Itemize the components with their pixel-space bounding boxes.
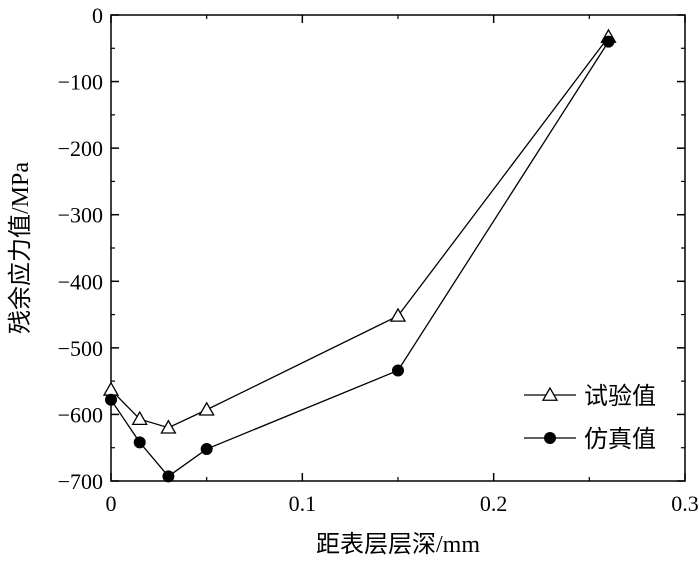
x-tick-label: 0.3 <box>671 491 699 516</box>
data-point <box>105 393 117 406</box>
legend-item: 试验值 <box>524 383 656 410</box>
y-tick-label: −500 <box>58 336 103 361</box>
legend-marker <box>541 386 559 401</box>
y-tick-label: 0 <box>92 3 103 28</box>
x-axis-label: 距表层层深/mm <box>316 531 480 558</box>
series-2 <box>105 35 615 483</box>
series-1 <box>102 28 617 434</box>
plot-frame <box>110 14 686 482</box>
y-tick-label: −600 <box>58 402 103 427</box>
data-point <box>198 401 215 416</box>
series-layer <box>102 28 617 483</box>
y-tick-label: −700 <box>58 469 103 494</box>
data-point <box>392 364 404 377</box>
x-tick-label: 0 <box>106 491 117 516</box>
x-tick-label: 0.1 <box>289 491 317 516</box>
data-point <box>389 307 407 322</box>
y-tick-label: −300 <box>58 203 103 228</box>
y-axis-label: 残余应力值/MPa <box>7 162 34 334</box>
tick-labels: 0 0.1 0.2 0.3 0 −100 −200 −300 −400 −500 −600 −700 <box>58 3 699 516</box>
data-point <box>160 419 177 434</box>
series-line <box>110 41 610 478</box>
series-line <box>110 36 609 429</box>
data-point <box>200 443 213 456</box>
data-point <box>162 470 175 483</box>
data-point <box>602 35 615 48</box>
legend-marker <box>544 432 556 444</box>
legend-item: 仿真值 <box>524 426 656 453</box>
axis-ticks <box>110 14 686 482</box>
y-tick-label: −100 <box>58 70 103 95</box>
y-tick-label: −400 <box>58 269 103 294</box>
y-tick-label: −200 <box>58 136 103 161</box>
legend-label: 仿真值 <box>584 426 656 453</box>
data-point <box>131 410 148 425</box>
data-point <box>133 436 146 449</box>
data-point <box>102 381 120 396</box>
x-tick-label: 0.2 <box>480 491 508 516</box>
legend-label: 试验值 <box>584 383 656 410</box>
